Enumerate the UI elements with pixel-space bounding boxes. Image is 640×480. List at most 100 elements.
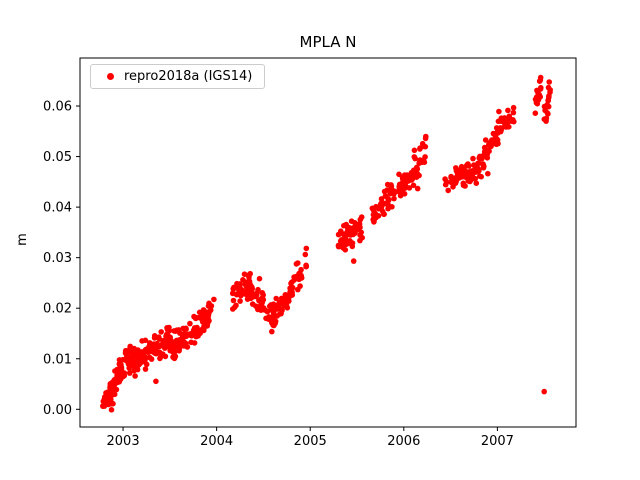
y-tick-label: 0.01 (43, 352, 72, 367)
data-point (420, 143, 427, 150)
data-point (377, 201, 384, 208)
data-point (354, 225, 361, 232)
data-point (467, 178, 473, 185)
data-point (411, 147, 418, 154)
data-point (121, 370, 128, 376)
data-point (253, 292, 260, 298)
data-point (483, 152, 489, 158)
data-point (146, 343, 153, 350)
data-point (108, 407, 115, 413)
data-point (236, 281, 243, 287)
data-point (171, 349, 178, 355)
data-point (170, 354, 176, 360)
data-point (265, 316, 272, 323)
x-axis: 2003 2004 2005 2006 2007 (107, 427, 514, 449)
data-point (476, 160, 482, 166)
data-point (442, 176, 448, 182)
data-point (371, 215, 377, 222)
data-point (410, 182, 417, 189)
x-tick-label: 2006 (387, 434, 420, 449)
data-point (248, 286, 254, 292)
data-point (279, 307, 285, 314)
data-point (158, 329, 164, 335)
data-point (409, 176, 416, 182)
data-point (508, 117, 515, 123)
data-point (492, 134, 499, 140)
data-point (505, 107, 511, 114)
data-point (111, 391, 118, 398)
data-point (406, 185, 413, 191)
data-point (287, 289, 293, 295)
chart-title: MPLA N (299, 33, 357, 51)
axes-spines (79, 57, 577, 428)
data-point (167, 347, 173, 354)
data-point (458, 163, 465, 170)
data-point (501, 115, 508, 121)
data-point (448, 173, 454, 180)
data-point (395, 188, 402, 195)
data-point (467, 169, 474, 176)
data-point (358, 214, 365, 220)
data-point (211, 296, 217, 303)
data-point (385, 196, 391, 202)
data-point (344, 229, 350, 235)
data-point (282, 292, 289, 298)
data-point (338, 228, 344, 234)
data-point (391, 195, 397, 202)
data-point (295, 260, 301, 266)
x-tick-label: 2004 (200, 434, 233, 449)
data-point (113, 379, 119, 386)
data-point (110, 400, 116, 407)
data-point (337, 243, 343, 250)
data-point (357, 237, 363, 244)
data-point (162, 353, 169, 360)
data-point (485, 170, 491, 177)
data-point (295, 286, 301, 293)
data-point (462, 173, 468, 179)
data-point (259, 295, 265, 302)
outlier-data-point (541, 388, 547, 395)
data-point (117, 362, 123, 368)
data-point (145, 349, 152, 356)
data-point (337, 238, 344, 244)
data-point (273, 295, 280, 302)
data-point (350, 229, 357, 235)
y-tick-label: 0.02 (43, 302, 72, 317)
data-point (486, 141, 492, 148)
data-point (104, 398, 110, 405)
data-point (350, 258, 357, 264)
data-point (125, 349, 132, 355)
data-point (255, 286, 261, 293)
data-point (172, 339, 179, 345)
data-point (544, 101, 550, 108)
data-point (151, 341, 157, 347)
data-point (510, 104, 517, 111)
data-point (537, 86, 544, 92)
data-point (356, 221, 362, 227)
data-point (173, 344, 179, 350)
data-point (494, 127, 501, 133)
data-point (188, 330, 194, 337)
data-point (289, 279, 295, 286)
data-point (137, 350, 144, 356)
data-point (134, 366, 141, 373)
data-point (412, 155, 419, 162)
data-point (157, 355, 163, 362)
data-point (137, 357, 144, 364)
data-point (388, 182, 394, 188)
data-point (269, 328, 275, 335)
data-point (142, 337, 149, 344)
data-point (143, 361, 150, 368)
data-point (502, 121, 508, 128)
data-point (445, 187, 452, 194)
data-point (414, 166, 421, 172)
data-point (151, 333, 158, 339)
data-point (544, 110, 551, 116)
data-point (442, 181, 449, 188)
data-point (545, 97, 551, 104)
data-point (378, 196, 385, 202)
data-point (207, 307, 214, 313)
legend-marker-dot-icon (107, 73, 114, 80)
